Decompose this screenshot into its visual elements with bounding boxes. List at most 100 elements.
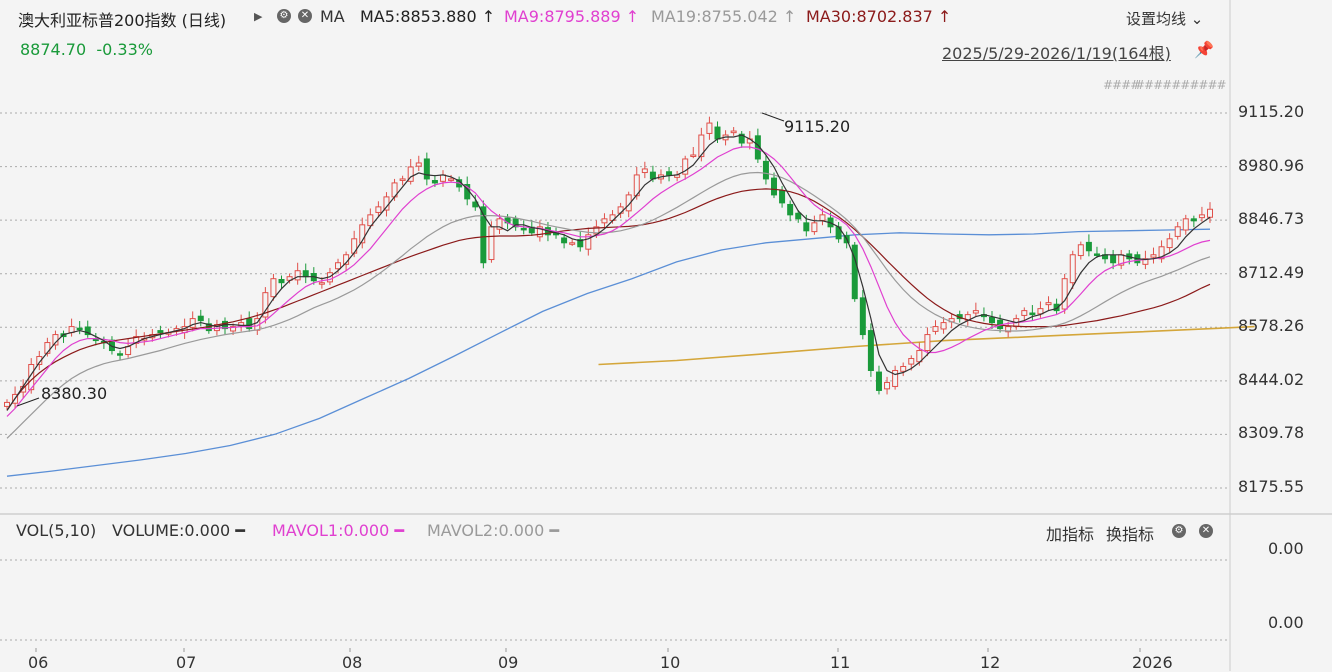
candle-body	[875, 371, 882, 391]
vol-y-tick: 0.00	[1268, 539, 1304, 558]
candle-body	[117, 353, 124, 356]
x-tick-label: 09	[498, 653, 519, 672]
candle-body	[1085, 241, 1092, 252]
date-range[interactable]: 2025/5/29-2026/1/19(164根)	[942, 44, 1171, 63]
candle-body	[771, 177, 778, 196]
x-tick-label: 11	[830, 653, 851, 672]
candle-body	[480, 206, 487, 264]
candle-body	[335, 262, 342, 270]
candle-body	[730, 130, 737, 134]
ma5-value: MA5:8853.880 ↑	[360, 7, 496, 26]
candle-body	[989, 316, 996, 324]
candle-body	[278, 278, 285, 284]
ma19-line	[6, 171, 1211, 439]
candle-body	[682, 158, 689, 175]
candle-body	[407, 166, 414, 182]
candle-body	[585, 234, 592, 250]
candle-body	[36, 356, 43, 366]
high-arrow	[761, 112, 785, 122]
toolbar-placeholder[interactable]: ####	[1103, 78, 1140, 92]
y-tick-label: 8846.73	[1238, 209, 1305, 229]
candle-body	[270, 278, 277, 298]
candle-body	[488, 226, 495, 261]
x-tick-label: 08	[342, 653, 363, 672]
ma5-line	[6, 134, 1211, 411]
candle-body	[1029, 312, 1036, 316]
candle-body	[811, 222, 818, 233]
high-annotation: 9115.20	[784, 117, 850, 136]
candle-body	[536, 226, 543, 238]
candle-body	[625, 194, 632, 212]
candle-body	[302, 270, 309, 278]
candle-body	[1110, 255, 1117, 264]
mavol2-value: MAVOL2:0.000 ━	[427, 521, 559, 540]
candle-body	[762, 160, 769, 180]
volume-value: VOLUME:0.000 ━	[112, 521, 245, 540]
candle-body	[512, 218, 519, 228]
play-icon[interactable]: ▶	[254, 10, 263, 23]
candle-body	[577, 239, 584, 248]
candle-body	[666, 171, 673, 176]
candle-body	[1198, 214, 1205, 219]
close-icon[interactable]: ✕	[1199, 524, 1213, 538]
candle-body	[431, 180, 438, 184]
pin-icon[interactable]: 📌	[1194, 40, 1214, 59]
ma-settings-button[interactable]: 设置均线 ⌄	[1126, 10, 1204, 28]
candle-body	[892, 369, 899, 387]
low-annotation: 8380.30	[41, 384, 107, 403]
candle-body	[520, 227, 527, 231]
candle-body	[940, 322, 947, 330]
x-tick-label: 07	[176, 653, 197, 672]
price-readout: 8874.70 -0.33%	[20, 40, 153, 59]
add-indicator-button[interactable]: 加指标	[1046, 525, 1095, 544]
candle-body	[884, 381, 891, 390]
candle-body	[867, 330, 874, 371]
vol-y-tick: 0.00	[1268, 613, 1304, 632]
gear-icon[interactable]: ⚙	[1172, 524, 1186, 538]
ma30-line	[6, 188, 1211, 411]
x-tick-label: 10	[660, 653, 681, 672]
candle-body	[1093, 253, 1100, 256]
toolbar-placeholder[interactable]: ##########	[1135, 78, 1227, 92]
candle-body	[4, 401, 10, 407]
candle-body	[795, 212, 802, 220]
candle-body	[1005, 326, 1012, 333]
x-tick-label: 06	[28, 653, 49, 672]
candle-body	[561, 237, 568, 244]
candle-body	[859, 297, 866, 336]
candle-body	[197, 315, 204, 322]
candle-body	[1158, 246, 1165, 260]
candle-body	[383, 196, 390, 211]
candle-body	[1207, 208, 1213, 218]
y-tick-label: 8578.26	[1238, 316, 1305, 336]
ma30-value: MA30:8702.837 ↑	[806, 7, 952, 26]
chart-title[interactable]: 澳大利亚标普200指数 (日线)	[18, 11, 227, 30]
candle-body	[1182, 218, 1189, 231]
x-tick-label: 2026	[1132, 653, 1173, 672]
ma9-value: MA9:8795.889 ↑	[504, 7, 640, 26]
candle-body	[972, 310, 979, 314]
candle-body	[706, 122, 713, 134]
candle-body	[367, 214, 374, 227]
candle-body	[569, 242, 576, 245]
candle-body	[1061, 278, 1068, 310]
candle-body	[1021, 310, 1028, 316]
price-change: -0.33%	[96, 40, 153, 59]
candle-body	[1045, 302, 1052, 306]
candle-body	[189, 318, 196, 328]
close-icon[interactable]: ✕	[298, 9, 312, 23]
candle-body	[908, 358, 915, 365]
gear-icon[interactable]: ⚙	[277, 9, 291, 23]
swap-indicator-button[interactable]: 换指标	[1106, 525, 1155, 544]
candle-body	[318, 282, 325, 285]
y-tick-label: 8980.96	[1238, 155, 1305, 175]
x-tick-label: 12	[980, 653, 1001, 672]
y-tick-label: 9115.20	[1238, 102, 1305, 121]
candle-body	[1077, 244, 1084, 257]
candle-body	[593, 226, 600, 235]
candle-body	[641, 168, 648, 174]
ma-indicator-label: MA	[320, 7, 345, 26]
candle-body	[779, 190, 786, 204]
candle-body	[1053, 303, 1060, 312]
